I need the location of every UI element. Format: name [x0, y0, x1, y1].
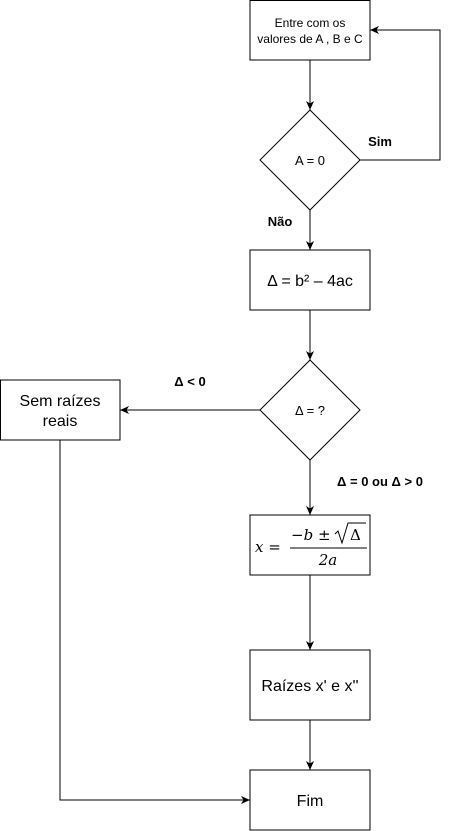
edge-label-yes: Sim — [368, 134, 392, 149]
no-roots-node: Sem raízes reais — [0, 379, 121, 441]
roots-node: Raízes x' e x'' — [249, 649, 371, 721]
delta-calc-node: Δ = b² – 4ac — [249, 249, 371, 311]
input-node: Entre com os valores de A , B e C — [249, 0, 371, 61]
end-label: Fim — [297, 793, 324, 810]
sqrt-sign-icon — [334, 522, 366, 545]
no-roots-line2: reais — [43, 413, 78, 430]
edge-label-negative: Δ < 0 — [174, 374, 205, 389]
delta-calc-label: Δ = b² – 4ac — [267, 273, 353, 290]
edge-no-roots-to-end — [59, 440, 250, 804]
formula-denominator: 2a — [318, 551, 338, 569]
input-node-line2: valores de A , B e C — [257, 32, 363, 46]
edge-label-non-negative: Δ = 0 ou Δ > 0 — [337, 474, 423, 489]
formula-radicand: Δ — [350, 526, 361, 544]
formula-node: x = −b ± Δ 2a — [249, 514, 371, 576]
decision-a-label: A = 0 — [295, 153, 325, 168]
no-roots-line1: Sem raízes — [20, 393, 101, 410]
edge-yes-loop — [360, 26, 441, 161]
roots-label: Raízes x' e x'' — [261, 678, 358, 695]
decision-a-node: A = 0 — [259, 109, 361, 211]
decision-delta-label: Δ = ? — [295, 403, 325, 418]
edge-label-no: Não — [268, 214, 293, 229]
formula-numerator: −b ± — [291, 526, 331, 544]
formula-lhs: x = — [255, 538, 281, 556]
input-node-line1: Entre com os — [275, 16, 346, 30]
end-node: Fim — [249, 769, 371, 831]
decision-delta-node: Δ = ? — [259, 359, 361, 461]
